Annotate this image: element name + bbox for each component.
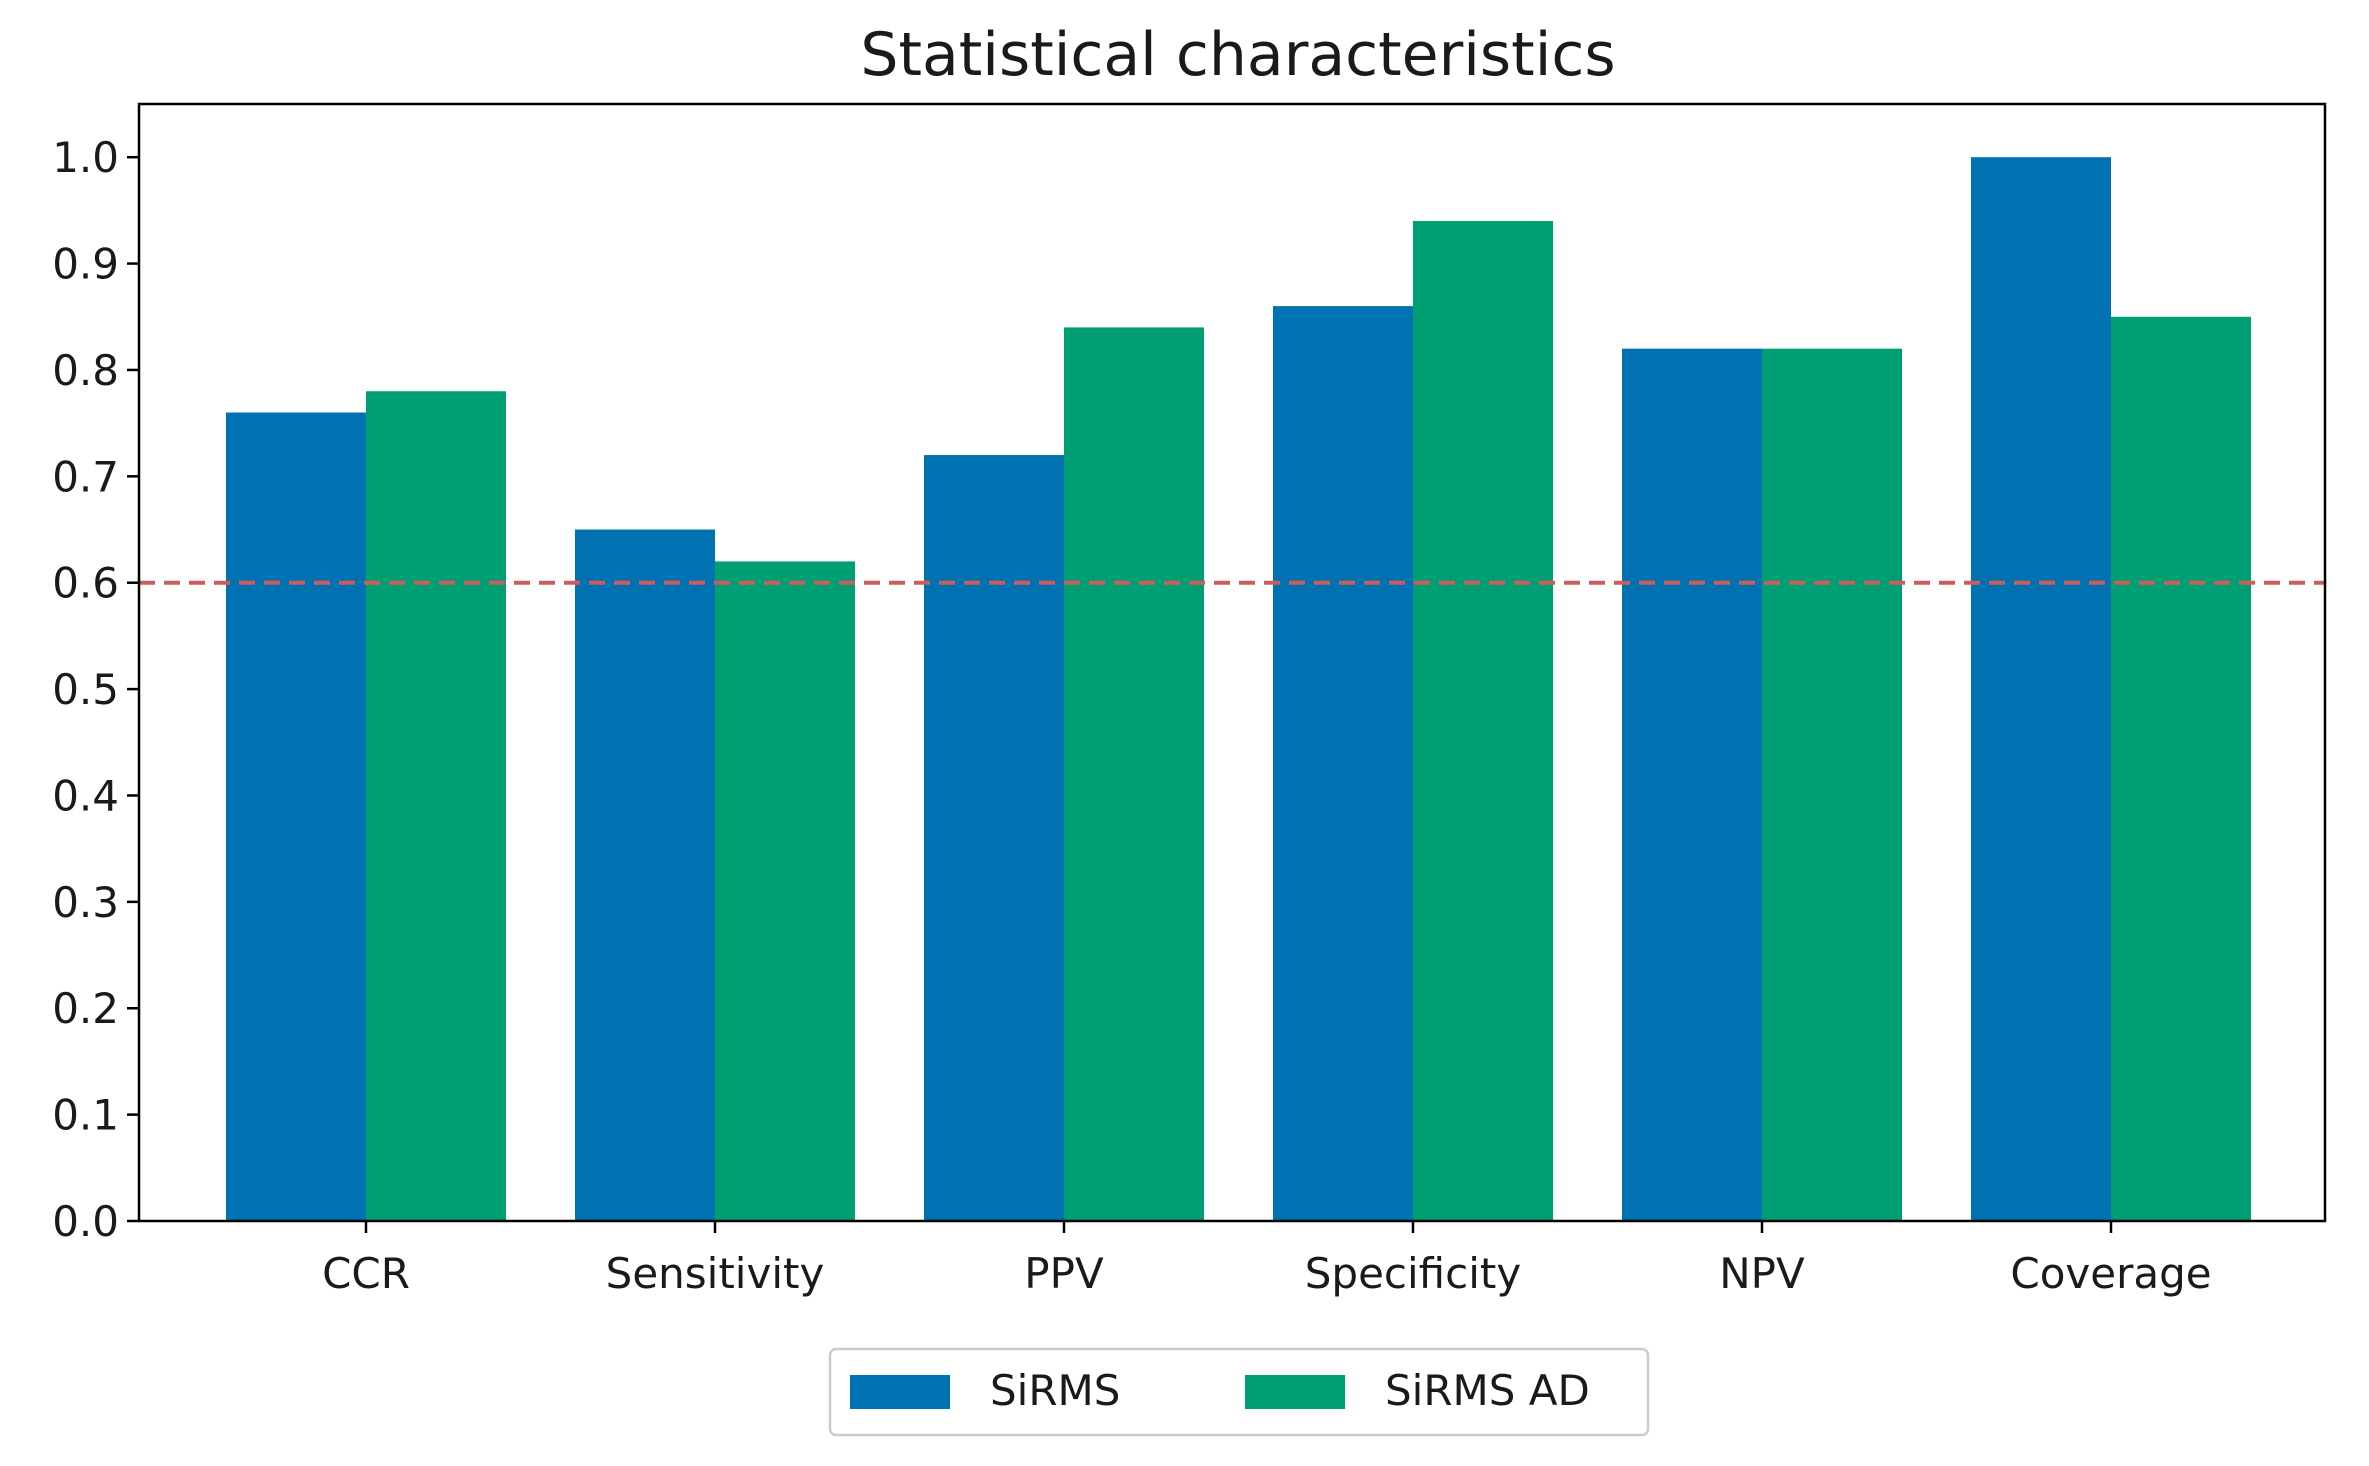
bar-sirms-ad-ccr <box>366 391 506 1221</box>
bar-sirms-ad-npv <box>1762 348 1902 1222</box>
plot-area: 0.0 0.1 0.2 0.3 0.4 0.5 0.6 0.7 0.8 0.9 1.0 CCR Sens… <box>52 102 2327 1298</box>
y-tick-label: 0.2 <box>52 984 119 1033</box>
y-tick-label: 0.4 <box>52 771 119 820</box>
bar-sirms-ad-ppv <box>1064 327 1204 1221</box>
y-tick-label: 0.5 <box>52 665 119 714</box>
chart-title: Statistical characteristics <box>860 20 1615 90</box>
y-tick-label: 0.0 <box>52 1197 119 1246</box>
bar-sirms-ppv <box>924 455 1064 1221</box>
y-tick-label: 0.6 <box>52 559 119 608</box>
y-tick-label: 0.3 <box>52 878 119 927</box>
bar-sirms-ccr <box>226 412 366 1221</box>
bar-sirms-ad-sensitivity <box>715 561 855 1221</box>
bar-sirms-specificity <box>1273 306 1413 1222</box>
bar-sirms-ad-specificity <box>1413 221 1553 1221</box>
x-tick-label: CCR <box>322 1249 410 1298</box>
bar-sirms-coverage <box>1971 157 2111 1222</box>
bar-sirms-sensitivity <box>575 529 715 1221</box>
legend-label-sirms-ad: SiRMS AD <box>1385 1366 1590 1415</box>
x-tick-label: PPV <box>1024 1249 1104 1298</box>
legend-box <box>828 1347 1650 1437</box>
x-tick-label: NPV <box>1719 1249 1805 1298</box>
x-tick-label: Coverage <box>2010 1249 2211 1298</box>
legend-label-sirms: SiRMS <box>990 1366 1120 1415</box>
legend: SiRMS SiRMS AD <box>828 1347 1650 1437</box>
legend-swatch-sirms <box>850 1375 950 1409</box>
x-tick-label: Specificity <box>1305 1249 1521 1298</box>
bar-sirms-npv <box>1622 348 1762 1222</box>
legend-swatch-sirms-ad <box>1245 1375 1345 1409</box>
x-tick-label: Sensitivity <box>606 1249 825 1298</box>
y-tick-label: 0.9 <box>52 240 119 289</box>
y-tick-label: 0.7 <box>52 452 119 501</box>
y-tick-label: 0.1 <box>52 1091 119 1140</box>
y-tick-label: 1.0 <box>52 133 119 182</box>
y-tick-label: 0.8 <box>52 346 119 395</box>
axes-frame <box>137 102 2327 1223</box>
bar-sirms-ad-coverage <box>2111 316 2251 1221</box>
